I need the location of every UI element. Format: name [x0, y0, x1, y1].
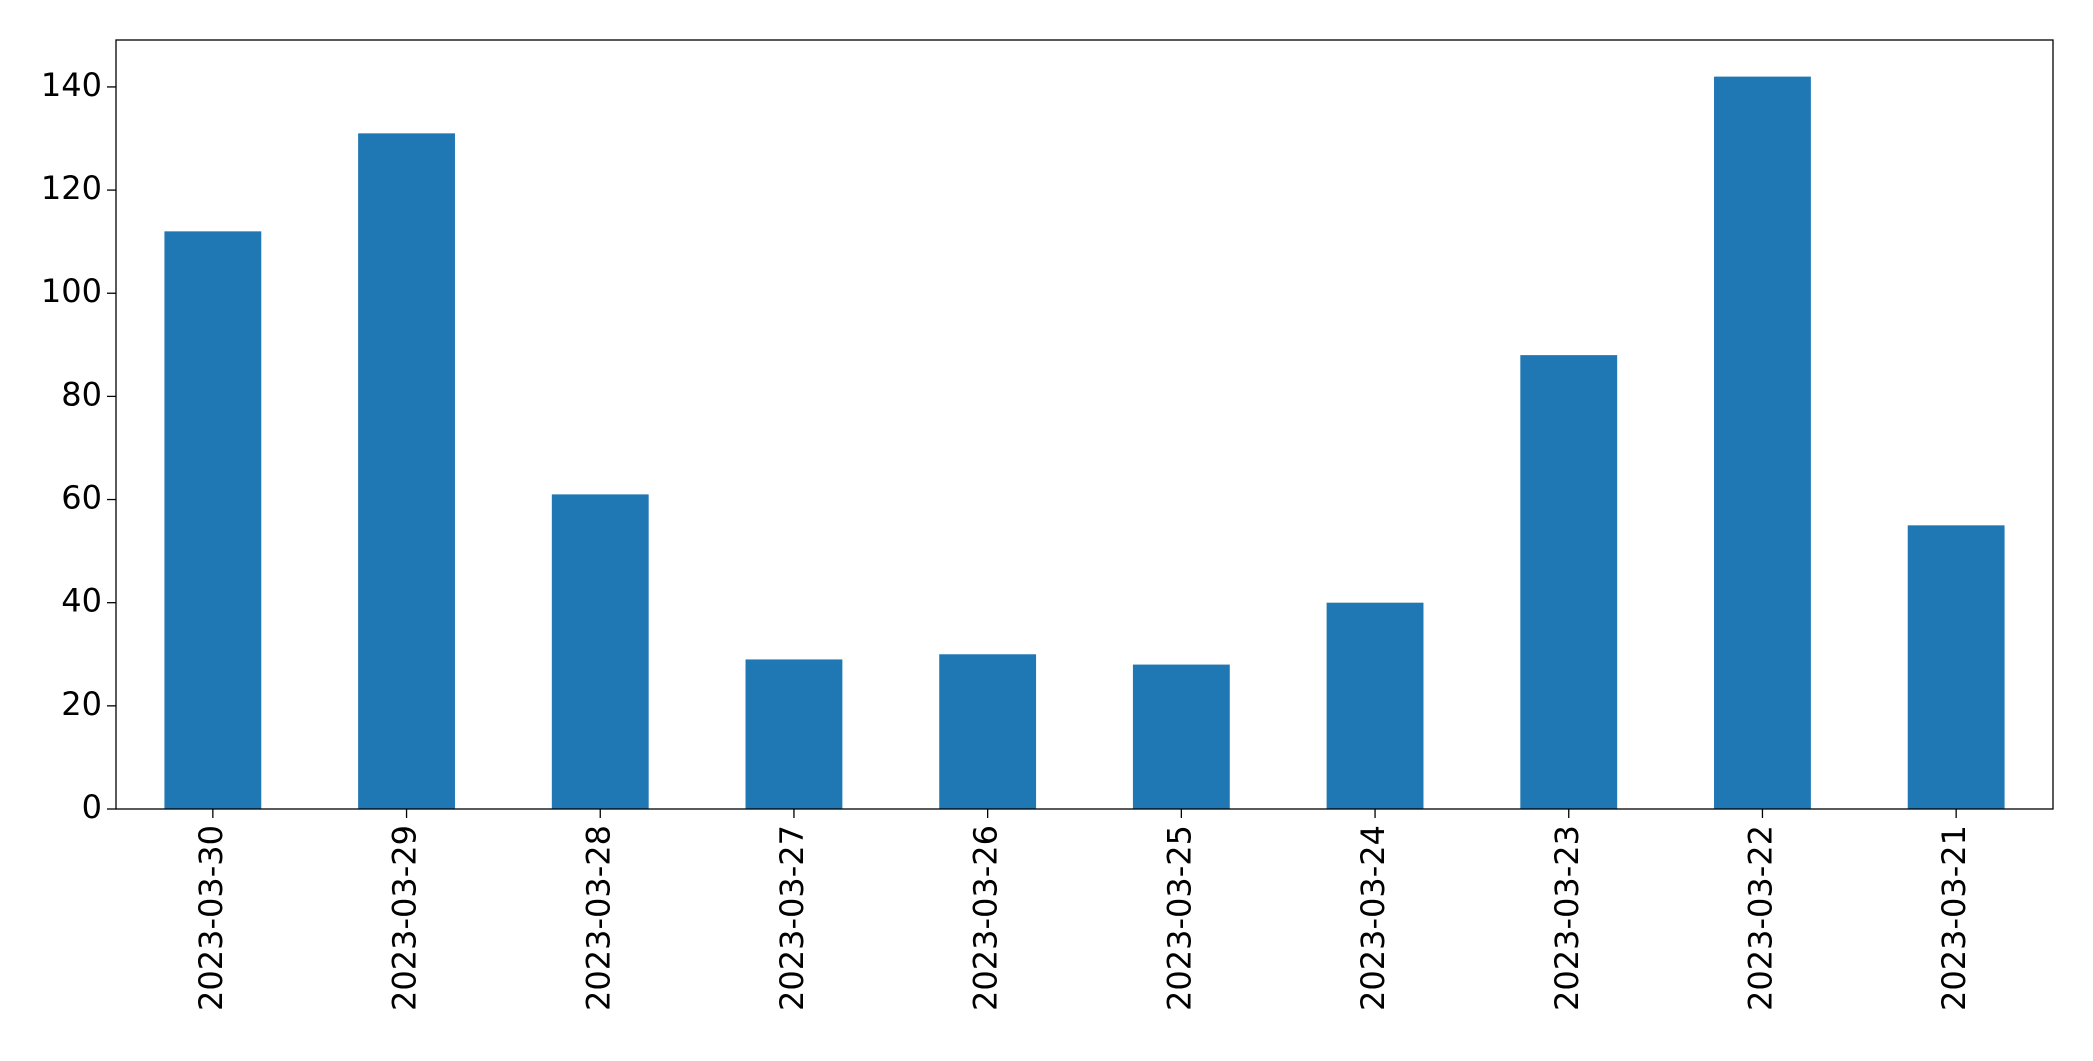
y-tick-label: 60 — [61, 479, 102, 517]
bar — [1714, 76, 1811, 810]
bar — [164, 231, 262, 809]
y-tick-label: 0 — [82, 788, 102, 826]
y-tick-label: 40 — [61, 582, 102, 620]
x-tick-label: 2023-03-28 — [579, 825, 617, 1011]
x-tick-label: 2023-03-29 — [386, 825, 424, 1011]
bar — [1326, 602, 1424, 809]
x-tick-label: 2023-03-24 — [1354, 825, 1392, 1011]
y-tick-label: 80 — [61, 375, 102, 413]
y-tick-label: 140 — [41, 66, 102, 104]
bar — [551, 494, 649, 809]
bar — [939, 654, 1037, 809]
x-tick-label: 2023-03-21 — [1935, 825, 1973, 1011]
x-tick-label: 2023-03-25 — [1160, 825, 1198, 1011]
bar — [745, 659, 843, 809]
plot-frame — [115, 39, 2054, 810]
x-tick-label: 2023-03-23 — [1548, 825, 1586, 1011]
y-tick-label: 100 — [41, 272, 102, 310]
bar — [1907, 525, 2005, 809]
x-tick-label: 2023-03-27 — [773, 825, 811, 1011]
y-tick-label: 20 — [61, 685, 102, 723]
x-tick-label: 2023-03-26 — [967, 825, 1005, 1011]
bar — [358, 133, 455, 809]
bar — [1520, 355, 1618, 809]
x-tick-label: 2023-03-30 — [192, 825, 230, 1011]
x-tick-label: 2023-03-22 — [1741, 825, 1779, 1011]
y-tick-label: 120 — [41, 169, 102, 207]
bar — [1132, 664, 1230, 809]
